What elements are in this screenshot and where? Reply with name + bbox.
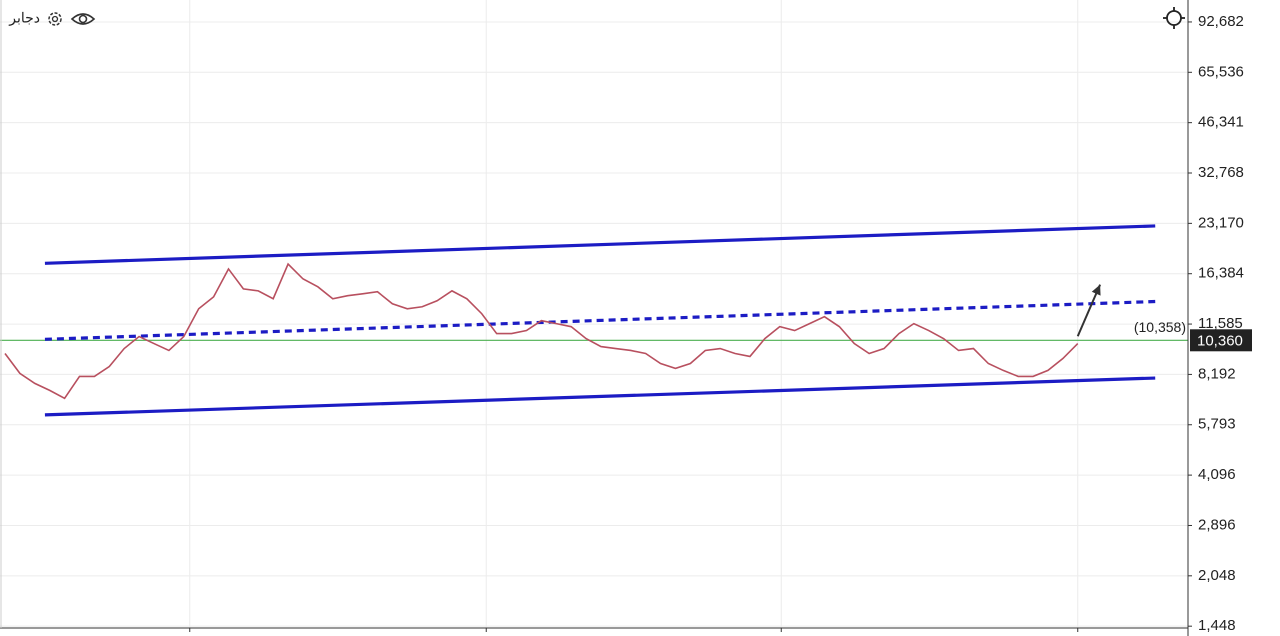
trendline — [44, 299, 1156, 341]
grid — [0, 0, 1188, 628]
y-tick-label: 11,585 — [1198, 315, 1243, 332]
y-tick-label: 23,170 — [1198, 214, 1244, 231]
last-price-label: 10,360 — [1197, 332, 1243, 349]
plot — [0, 224, 1188, 417]
y-tick-label: 32,768 — [1198, 164, 1244, 181]
y-tick-label: 2,048 — [1198, 567, 1236, 584]
last-price-box — [1190, 329, 1252, 352]
y-tick-label: 46,341 — [1198, 114, 1244, 131]
y-tick-label: 8,192 — [1198, 365, 1236, 382]
crosshair-icon[interactable] — [1163, 7, 1185, 29]
x-tick-label: 11 — [1070, 634, 1086, 636]
y-tick-label: 16,384 — [1198, 265, 1244, 282]
arrow-head — [1091, 284, 1101, 296]
y-tick-label: 2,896 — [1198, 516, 1236, 533]
price-line-series — [4, 262, 1079, 400]
y-tick-label: 65,536 — [1198, 63, 1244, 80]
x-tick-label: 22 — [181, 634, 198, 636]
settings-icon[interactable] — [48, 12, 62, 26]
y-tick-label: 1,448 — [1198, 617, 1236, 634]
visibility-icon[interactable] — [70, 13, 96, 25]
symbol: دجابر — [8, 10, 40, 27]
trendline — [44, 376, 1156, 417]
x-tick-label: 10 — [773, 634, 790, 636]
y-tick-label: 5,793 — [1198, 416, 1236, 433]
price-line-label: (10,358) — [1134, 319, 1186, 335]
x-tick-label: 20 — [478, 634, 495, 636]
trendline — [44, 224, 1156, 265]
y-tick-label: 92,682 — [1198, 13, 1244, 30]
y-tick-label: 4,096 — [1198, 466, 1236, 483]
